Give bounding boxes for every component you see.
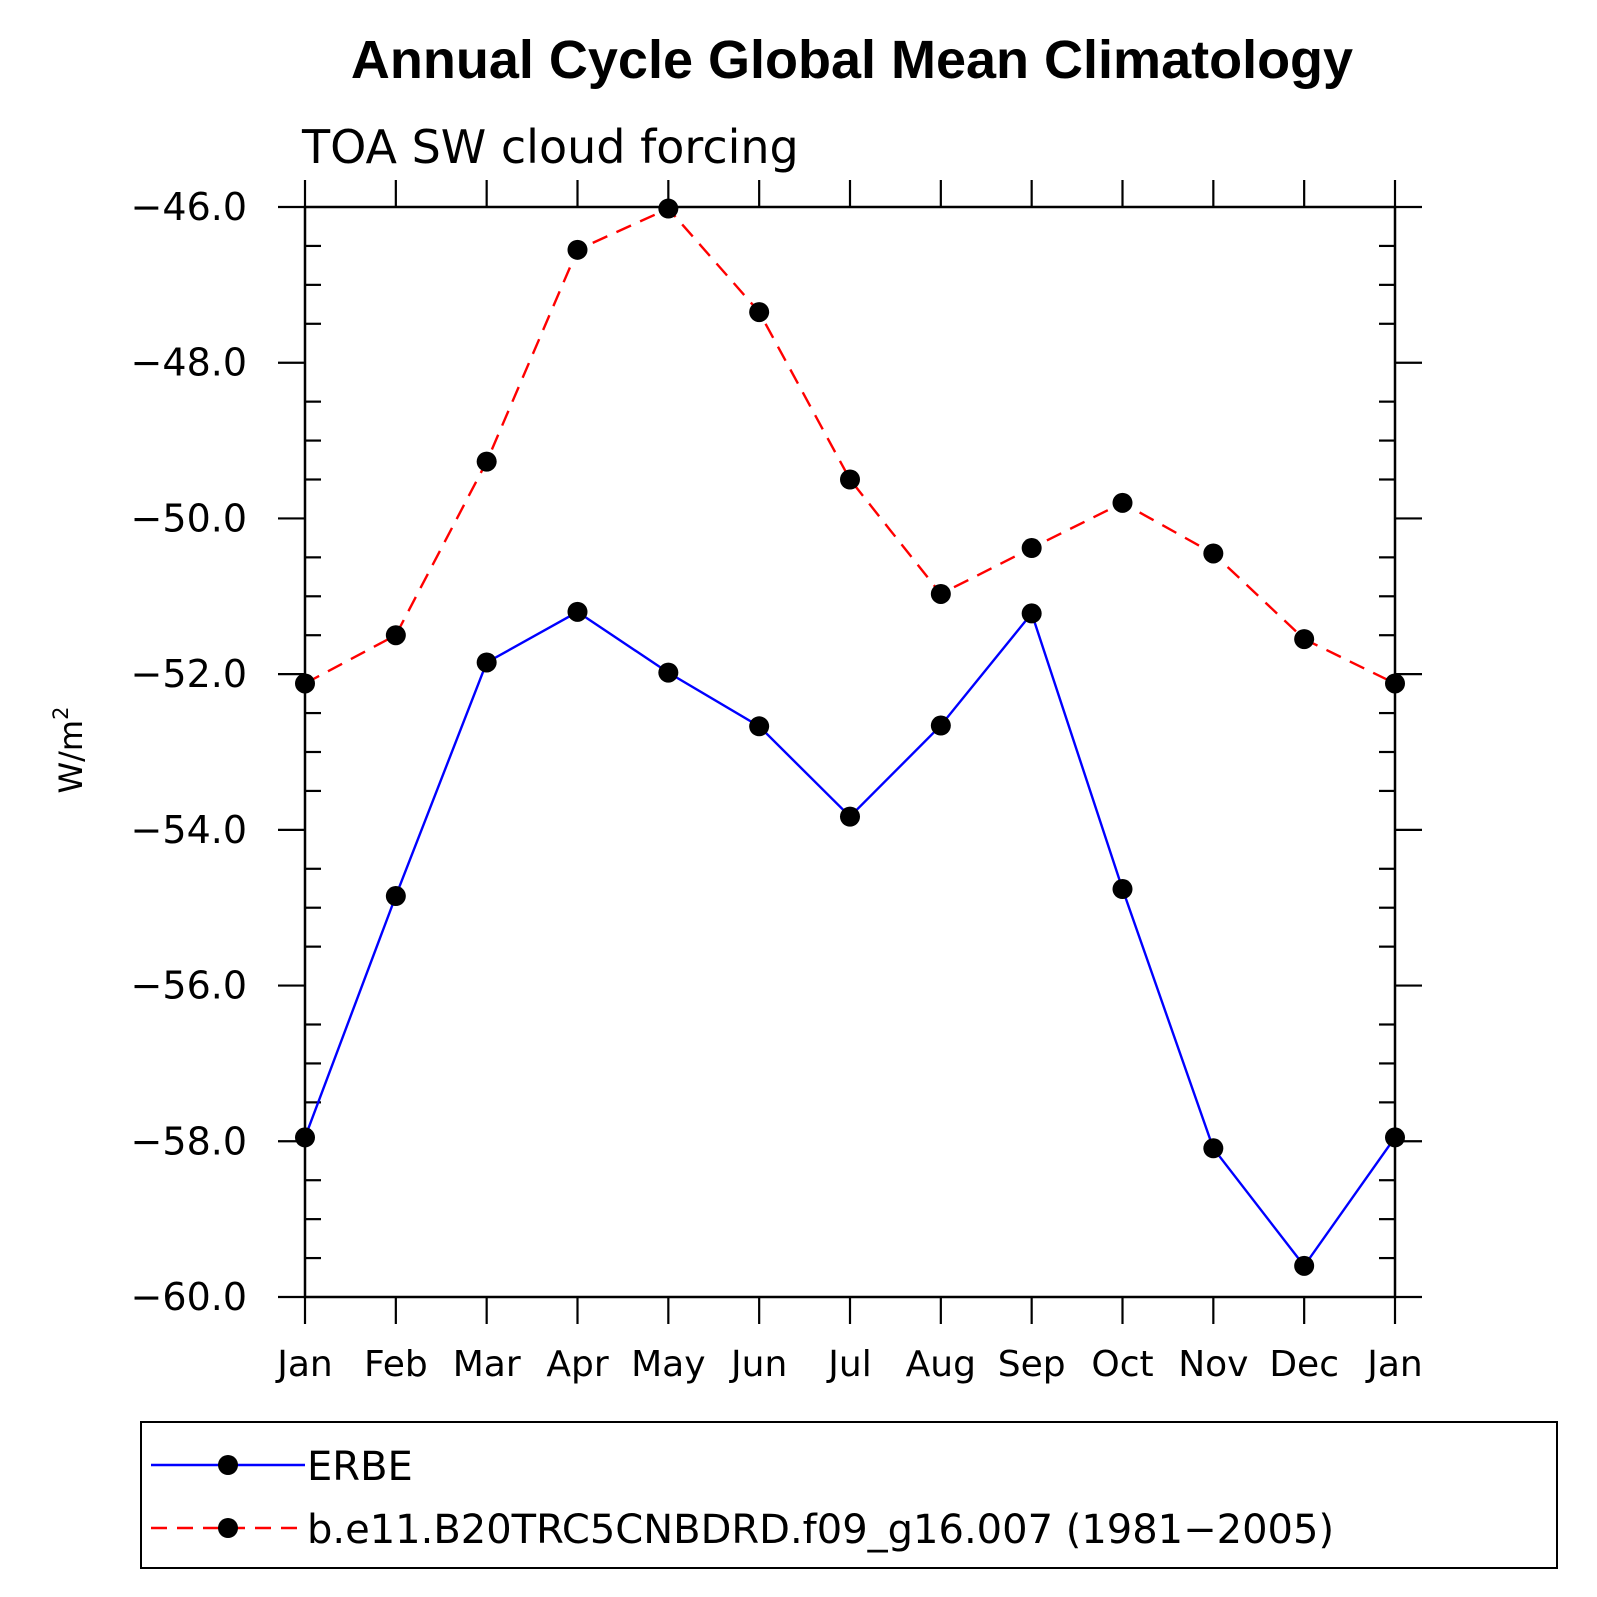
data-point-series-0 [567,601,588,622]
data-point-series-0 [1112,879,1133,900]
legend-box [140,1421,1558,1569]
y-tick-label: −48.0 [131,341,247,385]
y-tick-label: −58.0 [131,1119,247,1163]
y-axis-label-base: W/m [52,720,90,794]
svg-text:W/m2: W/m2 [49,707,90,794]
series-line-0 [303,610,1396,1268]
legend-label-0: ERBE [307,1444,413,1490]
data-point-series-1 [295,673,315,694]
data-point-series-1 [1294,629,1315,650]
data-point-series-0 [658,662,679,683]
chart-title: Annual Cycle Global Mean Climatology [351,30,1353,90]
data-point-series-0 [1021,603,1042,624]
data-point-series-1 [1112,492,1133,513]
y-axis-label-superscript: 2 [49,707,73,720]
chart-subtitle: TOA SW cloud forcing [301,120,799,174]
data-point-series-0 [840,806,860,827]
y-tick-label: −50.0 [131,496,247,540]
x-tick-label: Jun [729,1344,787,1385]
legend-label-1: b.e11.B20TRC5CNBDRD.f09_g16.007 (1981−20… [307,1507,1334,1553]
y-tick-label: −60.0 [131,1275,247,1319]
legend-marker-1 [218,1518,238,1538]
x-tick-label: Oct [1091,1344,1153,1385]
x-tick-label: Dec [1269,1344,1339,1385]
x-tick-label: May [631,1344,705,1385]
y-tick-label: −54.0 [131,808,247,852]
data-point-series-1 [1021,538,1042,559]
data-point-series-1 [1385,673,1405,694]
data-point-series-1 [658,198,679,219]
data-point-series-1 [385,625,406,646]
y-tick-label: −46.0 [131,185,247,229]
x-tick-label: Aug [906,1344,976,1385]
series-line-1 [304,207,1396,685]
y-tick-label: −56.0 [131,964,247,1008]
data-point-series-0 [476,652,497,673]
data-point-series-1 [1203,543,1224,564]
series-layer [295,198,1405,1276]
y-tick-label: −52.0 [131,652,247,696]
data-point-series-0 [1203,1138,1224,1159]
x-tick-label: Sep [998,1344,1066,1385]
legend-marker-0 [218,1455,238,1475]
data-point-series-1 [567,239,588,260]
legend: ERBE b.e11.B20TRC5CNBDRD.f09_g16.007 (198… [151,1444,1334,1553]
data-point-series-0 [749,716,770,737]
y-tick-labels: −46.0 −48.0 −50.0 −52.0 −54.0 −56.0 −58.0 −60.0 [131,185,247,1319]
x-tick-label: Nov [1178,1344,1248,1385]
data-point-series-0 [930,715,951,736]
data-point-series-1 [749,302,770,323]
data-point-series-1 [476,451,497,472]
x-tick-label: Feb [364,1344,428,1385]
plot-frame [303,205,1397,1299]
x-tick-labels: Jan Feb Mar Apr May Jun Jul Aug Sep Oct Nov Dec Jan [275,1344,1423,1385]
data-point-series-1 [930,583,951,604]
axis-ticks [278,180,1422,1324]
x-tick-label: Jul [826,1344,871,1385]
data-point-series-0 [385,886,406,907]
x-tick-label: Jan [275,1344,333,1385]
x-tick-label: Apr [546,1344,608,1385]
x-tick-label: Mar [453,1344,521,1385]
y-axis-label: W/m2 [49,707,90,794]
data-point-series-0 [1294,1255,1315,1276]
data-point-series-1 [840,469,860,490]
x-tick-label: Jan [1365,1344,1423,1385]
data-point-series-0 [1385,1127,1405,1148]
data-point-series-0 [295,1127,315,1148]
